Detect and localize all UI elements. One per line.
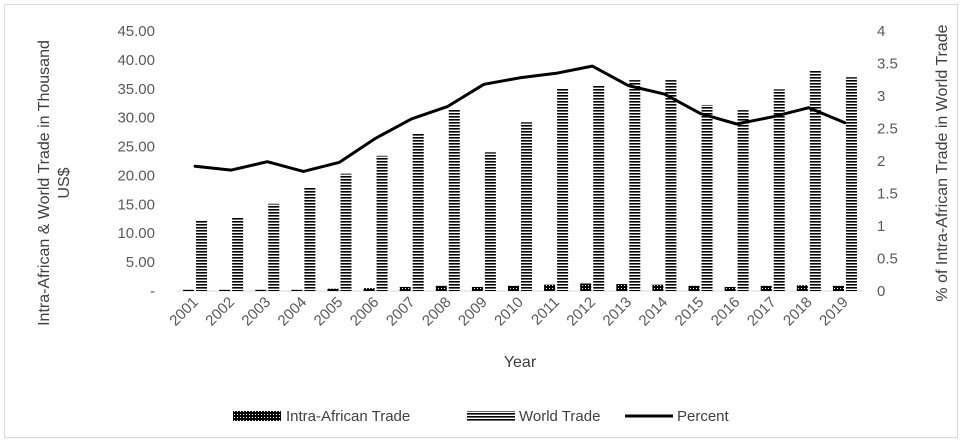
legend-label-percent: Percent	[677, 408, 730, 425]
legend-label-world-trade: World Trade	[519, 408, 600, 425]
bar-world-trade	[304, 187, 316, 291]
y-tick-label: 10.00	[117, 225, 155, 242]
x-tick-label: 2008	[419, 294, 455, 330]
y-tick-label: 35.00	[117, 81, 155, 98]
y-tick-label: 45.00	[117, 23, 155, 40]
y2-tick-label: 2	[877, 153, 885, 170]
bar-world-trade	[593, 85, 605, 291]
y2-tick-label: 0	[877, 283, 885, 300]
bar-world-trade	[521, 122, 532, 292]
x-tick-label: 2018	[780, 294, 816, 330]
x-tick-label: 2009	[455, 294, 491, 330]
x-tick-label: 2017	[744, 294, 780, 330]
x-tick-label: 2013	[600, 294, 636, 330]
y-tick-label: 40.00	[117, 52, 155, 69]
x-tick-label: 2005	[311, 294, 347, 330]
y-tick-label: 25.00	[117, 139, 155, 156]
bar-intra-african-trade	[508, 285, 519, 291]
x-tick-label: 2004	[275, 294, 311, 330]
y2-tick-label: 4	[877, 23, 885, 40]
x-tick-label: 2007	[383, 294, 419, 330]
bar-world-trade	[340, 173, 352, 291]
y-tick-label: 5.00	[126, 254, 155, 271]
bar-intra-african-trade	[652, 284, 664, 291]
x-tick-label: 2003	[238, 294, 274, 330]
x-tick-label: 2006	[347, 294, 383, 330]
x-tick-label: 2012	[563, 294, 599, 330]
legend: Intra-African Trade World Trade Percent	[233, 408, 730, 425]
y-tick-label: 20.00	[117, 167, 155, 184]
y2-tick-label: 1.5	[877, 186, 898, 203]
y-tick-label: 30.00	[117, 110, 155, 127]
bar-world-trade	[701, 104, 713, 291]
x-tick-label: 2015	[672, 294, 708, 330]
bar-intra-african-trade	[796, 285, 808, 291]
bar-intra-african-trade	[688, 285, 700, 291]
bar-world-trade	[412, 133, 424, 291]
bar-world-trade	[196, 219, 208, 291]
y-axis-title: Intra-African & World Trade in Thousand U…	[36, 40, 73, 326]
bar-world-trade	[484, 152, 496, 291]
bar-intra-african-trade	[255, 289, 267, 291]
bar-world-trade	[448, 109, 460, 291]
bar-world-trade	[268, 203, 280, 291]
bar-intra-african-trade	[471, 286, 483, 291]
bar-intra-african-trade	[832, 285, 844, 291]
combo-chart: - 5.00 10.00 15.00 20.00 25.00 30.00 35.00 40.00…	[36, 23, 951, 425]
y2-tick-label: 3.5	[877, 56, 898, 73]
legend-swatch-intra-african-trade	[233, 411, 281, 421]
x-tick-label: 2001	[166, 294, 202, 330]
bar-intra-african-trade	[544, 284, 556, 291]
bar-world-trade	[232, 217, 244, 291]
bar-intra-african-trade	[183, 289, 195, 291]
x-tick-label: 2010	[491, 294, 527, 330]
bar-world-trade	[737, 110, 749, 292]
x-tick-label: 2002	[202, 294, 238, 330]
bar-intra-african-trade	[724, 286, 736, 291]
bar-intra-african-trade	[760, 285, 772, 291]
bar-intra-african-trade	[327, 288, 339, 291]
bar-world-trade	[845, 77, 857, 291]
y-tick-label: 15.00	[117, 196, 155, 213]
y2-tick-label: 0.5	[877, 251, 898, 268]
bar-intra-african-trade	[399, 286, 411, 291]
x-tick-label: 2014	[636, 294, 672, 330]
x-tick-label: 2016	[708, 294, 744, 330]
bar-world-trade	[665, 80, 677, 291]
y2-axis-title: % of Intra-African Trade in World Trade	[934, 24, 951, 301]
x-tick-label: 2019	[816, 294, 852, 330]
bar-intra-african-trade	[435, 285, 447, 291]
bar-intra-african-trade	[616, 284, 628, 291]
bar-intra-african-trade	[580, 283, 592, 291]
bar-world-trade	[809, 70, 821, 292]
bar-world-trade	[376, 155, 388, 291]
chart-frame: - 5.00 10.00 15.00 20.00 25.00 30.00 35.00 40.00…	[4, 4, 958, 438]
y-axis-title-line-1: Intra-African & World Trade in Thousand	[36, 40, 53, 326]
y-axis-title-line-2: US$	[56, 167, 73, 198]
bar-world-trade	[773, 89, 785, 291]
bar-intra-african-trade	[363, 288, 375, 291]
bar-world-trade	[557, 88, 569, 291]
bar-world-trade	[629, 80, 641, 291]
y2-tick-label: 2.5	[877, 121, 898, 138]
y2-tick-label: 3	[877, 88, 885, 105]
x-axis-title: Year	[504, 354, 537, 371]
legend-label-intra-african-trade: Intra-African Trade	[286, 408, 410, 425]
bar-intra-african-trade	[219, 289, 231, 291]
legend-swatch-world-trade	[467, 411, 515, 421]
y-tick-label: -	[150, 283, 155, 300]
bar-intra-african-trade	[291, 289, 303, 291]
x-tick-label: 2011	[528, 294, 563, 329]
y2-tick-label: 1	[877, 218, 885, 235]
